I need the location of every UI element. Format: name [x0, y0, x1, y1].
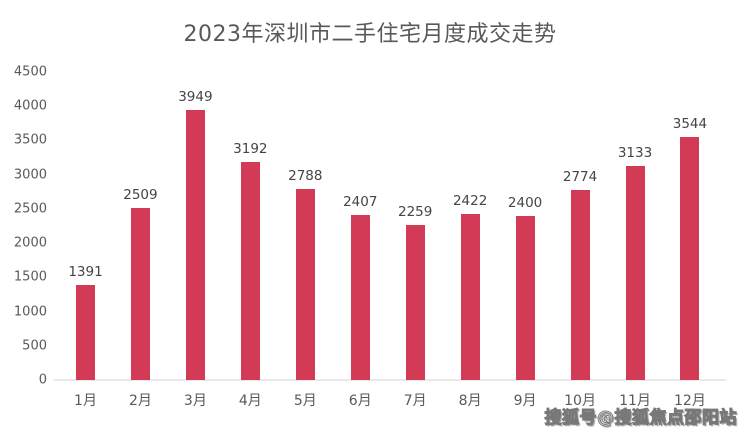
x-tick-label: 2月 [128, 393, 152, 409]
y-tick-label: 2500 [13, 201, 47, 217]
x-tick-label: 12月 [674, 393, 706, 409]
bar-value-label: 3133 [617, 144, 653, 161]
x-tick-label: 5月 [293, 393, 317, 409]
y-tick-label: 3500 [13, 132, 47, 148]
bar-value-label: 1391 [68, 263, 103, 280]
bar-value-label: 2407 [343, 194, 378, 211]
bar [515, 215, 535, 380]
bar [570, 190, 590, 380]
bar-value-label: 3192 [233, 140, 268, 157]
y-tick-label: 0 [38, 372, 47, 388]
bar [295, 189, 315, 380]
chart-title: 2023年深圳市二手住宅月度成交走势 [183, 22, 557, 47]
x-tick-label: 6月 [348, 393, 372, 409]
x-tick-label: 8月 [458, 393, 482, 409]
bar [460, 214, 480, 380]
bar [625, 165, 645, 380]
y-tick-label: 2000 [13, 235, 47, 251]
bar-value-label: 2259 [398, 204, 433, 221]
y-tick-label: 4500 [13, 64, 47, 80]
bar [130, 208, 150, 380]
x-tick-label: 10月 [564, 393, 596, 409]
bar-value-label: 3544 [672, 116, 708, 133]
watermark: 搜狐号@搜狐焦点邵阳站 [544, 408, 737, 429]
x-tick-label: 7月 [403, 393, 427, 409]
y-tick-label: 1500 [13, 269, 47, 285]
y-tick-label: 500 [22, 338, 47, 354]
bar-value-label: 2788 [288, 168, 323, 185]
bar-value-label: 2509 [123, 187, 158, 204]
x-axis-line [54, 379, 726, 381]
bar [76, 284, 95, 380]
y-tick-label: 1000 [13, 304, 47, 320]
x-tick-label: 1月 [74, 393, 97, 409]
bar [240, 161, 260, 380]
bar [185, 109, 205, 380]
bar [405, 225, 425, 380]
bar-value-label: 3949 [178, 88, 213, 105]
x-tick-label: 4月 [238, 393, 262, 409]
bar-value-label: 2422 [452, 193, 488, 210]
y-tick-label: 4000 [13, 98, 47, 114]
bar-value-label: 2774 [562, 169, 598, 186]
bar [350, 215, 370, 380]
x-tick-label: 3月 [183, 393, 207, 409]
y-tick-label: 3000 [13, 167, 47, 183]
bar-value-label: 2400 [507, 194, 543, 211]
x-tick-label: 11月 [619, 393, 651, 409]
bar [680, 137, 700, 380]
x-tick-label: 9月 [513, 393, 537, 409]
